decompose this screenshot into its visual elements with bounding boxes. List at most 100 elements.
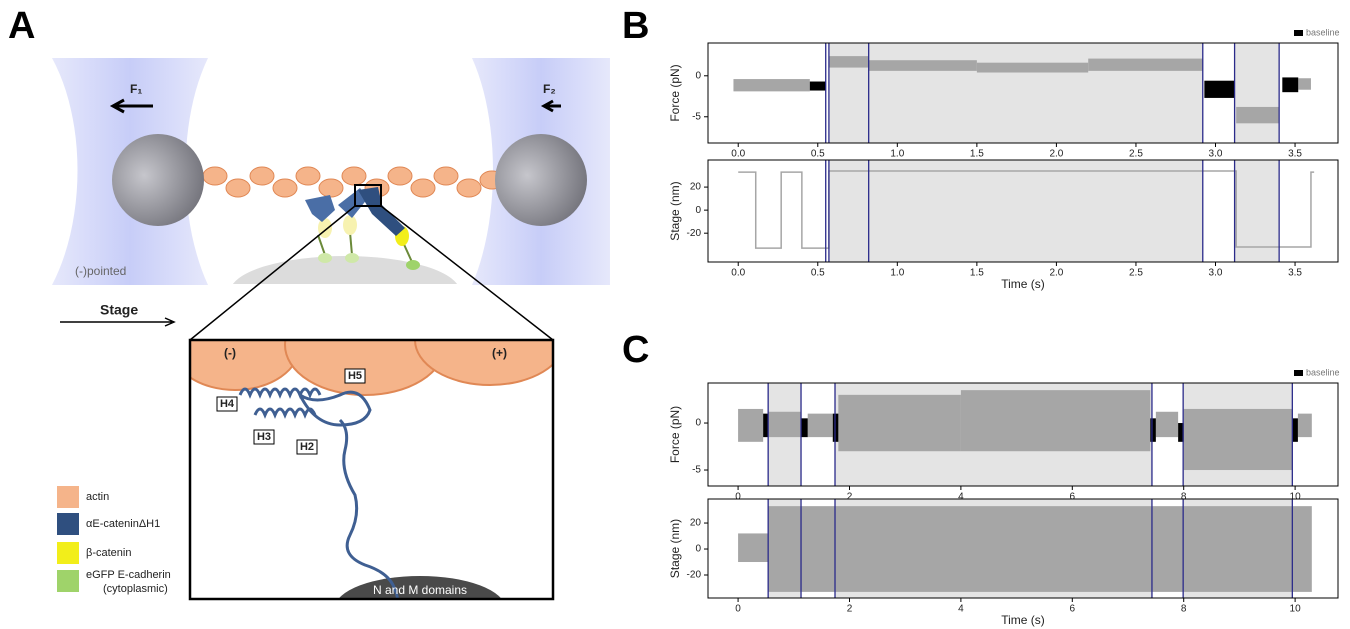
x-tick-label: 2.0 xyxy=(1049,149,1063,160)
shaded-region xyxy=(1234,43,1280,143)
x-tick-label: 0.0 xyxy=(731,268,745,279)
trace-band xyxy=(733,79,810,92)
x-tick-label: 3.5 xyxy=(1288,149,1302,160)
force-label: F₂ xyxy=(543,82,556,96)
stage-arrow xyxy=(60,317,176,327)
x-tick-label: 0 xyxy=(735,492,741,503)
helix-label: H3 xyxy=(257,431,271,443)
trace-band xyxy=(1298,78,1311,90)
x-tick-label: 2.5 xyxy=(1129,149,1143,160)
trace-line xyxy=(738,170,1315,249)
membrane xyxy=(232,256,458,284)
trace-band xyxy=(1088,58,1203,71)
y-tick-label: -20 xyxy=(687,228,702,239)
bead xyxy=(495,134,587,226)
domain-label: N and M domains xyxy=(373,583,467,597)
trace-band xyxy=(768,411,802,438)
x-tick-label: 4 xyxy=(958,604,964,615)
shaded-region xyxy=(828,160,1203,262)
x-tick-label: 10 xyxy=(1290,604,1302,615)
x-axis-label: Time (s) xyxy=(1001,613,1045,627)
x-tick-label: 10 xyxy=(1290,492,1302,503)
stage-label: Stage xyxy=(100,302,138,318)
x-tick-label: 3.0 xyxy=(1209,268,1223,279)
trace-band xyxy=(828,56,869,68)
zoom-detail xyxy=(191,341,552,598)
x-tick-label: 3.0 xyxy=(1209,149,1223,160)
force-arrow xyxy=(109,98,153,114)
trace-band xyxy=(1204,80,1235,98)
plot-frame xyxy=(707,42,1339,144)
trace-band xyxy=(1183,408,1293,471)
force-label: F₁ xyxy=(130,82,142,96)
trace-band xyxy=(1155,411,1179,438)
x-tick-label: 0.0 xyxy=(731,149,745,160)
y-tick-label: 0 xyxy=(695,418,701,429)
y-tick-label: -20 xyxy=(687,570,702,581)
bead xyxy=(112,134,204,226)
x-tick-label: 8 xyxy=(1181,492,1187,503)
x-tick-label: 2 xyxy=(847,604,853,615)
y-axis-label: Force (pN) xyxy=(668,406,682,463)
x-tick-label: 1.0 xyxy=(890,149,904,160)
x-tick-label: 2.0 xyxy=(1049,268,1063,279)
y-tick-label: 0 xyxy=(695,544,701,555)
trace-band xyxy=(738,408,764,442)
trace-band xyxy=(768,506,1312,592)
helix-label: H2 xyxy=(300,441,314,453)
force-arrow xyxy=(540,99,561,113)
legend-label: β-catenin xyxy=(86,547,131,559)
zoom-frame xyxy=(188,338,555,601)
actin-filament xyxy=(202,166,505,198)
y-tick-label: -5 xyxy=(692,111,701,122)
legend-swatch xyxy=(1294,370,1303,376)
y-tick-label: 20 xyxy=(690,182,702,193)
y-axis-label: Force (pN) xyxy=(668,64,682,121)
legend-swatch xyxy=(57,542,79,564)
helix-label: H5 xyxy=(348,370,362,382)
trace-band xyxy=(801,418,808,438)
trace-band xyxy=(976,62,1089,73)
trace-band xyxy=(960,390,1151,452)
y-tick-label: 0 xyxy=(695,70,701,81)
legend-swatch xyxy=(57,513,79,535)
legend-label: baseline xyxy=(1306,367,1340,377)
helix-box xyxy=(253,429,275,445)
end-label: (-) xyxy=(224,346,236,360)
helix-box xyxy=(344,368,366,384)
helix-box xyxy=(296,439,318,455)
x-axis-label: Time (s) xyxy=(1001,277,1045,291)
x-tick-label: 0.5 xyxy=(811,268,825,279)
y-tick-label: -5 xyxy=(692,465,701,476)
x-tick-label: 2 xyxy=(847,492,853,503)
legend-swatch xyxy=(1294,30,1303,36)
x-tick-label: 1.0 xyxy=(890,268,904,279)
legend-label: eGFP E-cadherin xyxy=(86,569,171,581)
y-tick-label: 0 xyxy=(695,205,701,216)
trace-band xyxy=(1282,77,1299,93)
x-tick-label: 1.5 xyxy=(970,268,984,279)
helix-box xyxy=(216,396,238,412)
pointed-end-label: (-)pointed xyxy=(75,264,126,278)
x-tick-label: 0.5 xyxy=(811,149,825,160)
x-tick-label: 8 xyxy=(1181,604,1187,615)
trace-band xyxy=(1178,423,1184,442)
panel-label: C xyxy=(622,329,649,371)
x-tick-label: 6 xyxy=(1070,492,1076,503)
x-tick-label: 3.5 xyxy=(1288,268,1302,279)
legend-label: baseline xyxy=(1306,27,1340,37)
helix-label: H4 xyxy=(220,398,235,410)
legend-swatch xyxy=(57,486,79,508)
panel-label: B xyxy=(622,5,649,47)
trace-band xyxy=(1236,106,1280,124)
legend-label: (cytoplasmic) xyxy=(103,583,168,595)
trace-band xyxy=(763,413,769,438)
legend-swatch xyxy=(57,570,79,592)
trace-band xyxy=(838,394,961,452)
panel-label: A xyxy=(8,5,35,47)
y-axis-label: Stage (nm) xyxy=(668,181,682,240)
x-tick-label: 1.5 xyxy=(970,149,984,160)
zoom-line xyxy=(189,205,554,341)
plot-frame xyxy=(707,498,1339,599)
